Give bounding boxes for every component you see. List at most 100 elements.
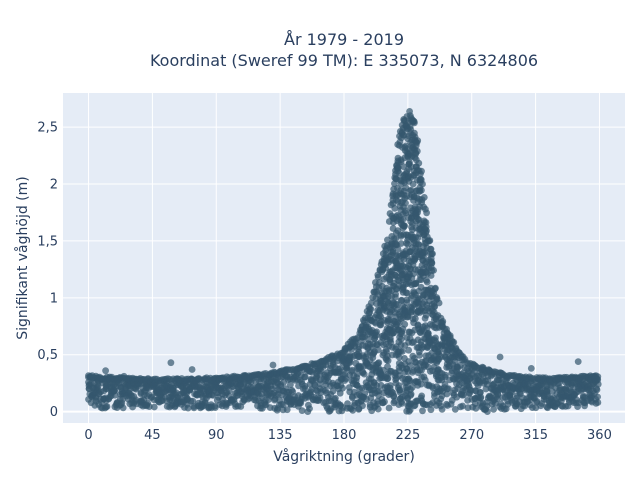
data-point <box>237 403 245 410</box>
data-point <box>189 397 197 405</box>
data-point <box>411 315 419 322</box>
data-point <box>416 187 424 195</box>
y-tick-label: 2,5 <box>37 121 58 136</box>
data-point <box>111 391 119 399</box>
data-point <box>421 315 429 322</box>
data-point <box>408 384 416 391</box>
data-point <box>398 348 406 355</box>
y-axis-title: Signifikant våghöjd (m) <box>14 176 31 339</box>
data-point <box>472 404 480 412</box>
data-point <box>594 399 602 406</box>
x-tick-label: 360 <box>587 428 612 443</box>
data-point <box>401 207 409 215</box>
data-point <box>301 373 309 381</box>
data-point <box>418 167 425 175</box>
y-tick-label: 1 <box>50 291 58 306</box>
data-point <box>374 405 382 413</box>
data-point <box>460 391 467 399</box>
data-point <box>422 223 430 231</box>
data-point <box>447 400 455 408</box>
data-point <box>432 284 439 292</box>
data-point <box>446 332 454 339</box>
data-point <box>594 373 602 380</box>
data-point <box>414 240 422 248</box>
data-point <box>392 293 399 301</box>
data-point <box>409 352 417 360</box>
data-point <box>443 385 451 393</box>
data-point <box>102 367 109 375</box>
data-point <box>407 390 415 398</box>
data-point <box>423 209 430 217</box>
data-point <box>343 365 350 373</box>
data-point <box>103 403 111 410</box>
data-point <box>450 338 458 346</box>
data-point <box>361 390 369 398</box>
data-point <box>391 205 399 212</box>
data-point <box>398 329 406 337</box>
data-point <box>435 299 443 307</box>
data-point <box>373 328 380 336</box>
data-point <box>459 402 466 410</box>
x-tick-label: 225 <box>395 428 420 443</box>
data-point <box>297 399 305 407</box>
data-point <box>400 222 407 229</box>
data-point <box>406 108 413 115</box>
data-point <box>438 406 446 413</box>
data-point <box>407 186 415 194</box>
data-point <box>416 352 423 359</box>
data-point <box>574 358 582 365</box>
data-point <box>394 164 402 171</box>
data-point <box>396 386 404 394</box>
data-point <box>395 353 403 361</box>
data-point <box>408 339 416 347</box>
x-tick-label: 270 <box>459 428 484 443</box>
data-point <box>410 402 418 410</box>
data-point <box>594 393 601 401</box>
data-point <box>427 272 435 279</box>
data-point <box>443 390 451 398</box>
data-point <box>419 180 426 188</box>
data-point <box>477 393 485 401</box>
data-point <box>273 406 281 414</box>
data-point <box>483 399 491 406</box>
data-point <box>415 159 423 167</box>
data-point <box>428 259 436 267</box>
data-point <box>289 388 297 395</box>
data-point <box>381 398 388 406</box>
data-point <box>490 406 497 413</box>
data-point <box>367 299 375 307</box>
data-point <box>420 194 428 201</box>
x-tick-labels: 0 45 90 135 180 225 270 315 360 <box>84 428 611 443</box>
data-point <box>316 394 324 402</box>
data-point <box>442 371 449 379</box>
data-point <box>287 381 294 389</box>
data-point <box>527 365 535 372</box>
data-point <box>417 394 425 402</box>
data-point <box>188 366 196 373</box>
data-point <box>398 398 405 406</box>
data-point <box>167 359 175 367</box>
data-point <box>420 373 428 381</box>
y-tick-label: 0 <box>50 405 58 420</box>
y-tick-label: 1,5 <box>37 234 58 249</box>
data-point <box>419 407 426 415</box>
data-point <box>384 357 392 365</box>
data-point <box>298 407 306 414</box>
data-point <box>386 336 394 344</box>
y-tick-labels: 0 0,5 1 1,5 2 2,5 <box>37 121 58 420</box>
data-point <box>346 358 354 366</box>
data-point <box>401 320 409 328</box>
data-point <box>484 408 491 415</box>
data-point <box>451 406 459 413</box>
data-point <box>269 361 277 369</box>
data-point <box>145 403 153 410</box>
data-point <box>427 406 435 414</box>
data-point <box>403 289 411 297</box>
data-point <box>402 199 409 207</box>
data-point <box>397 335 405 343</box>
data-point <box>394 245 402 253</box>
data-point <box>339 384 346 392</box>
y-tick-label: 0,5 <box>37 348 58 363</box>
data-point <box>406 362 414 369</box>
data-point <box>420 203 427 211</box>
